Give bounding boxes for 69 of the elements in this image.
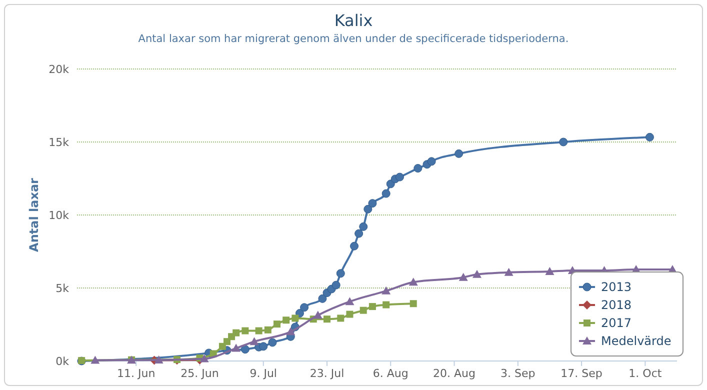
point	[408, 278, 418, 286]
point	[200, 354, 209, 362]
point	[395, 172, 404, 182]
point	[414, 164, 422, 173]
point	[286, 327, 296, 336]
x-tick-label: 6. Aug	[372, 367, 408, 380]
chart-subtitle: Antal laxar som har migrerat genom älven under de specificerade tidsperioderna.	[138, 33, 569, 45]
point	[346, 310, 354, 318]
y-tick-label: 10k	[48, 209, 70, 222]
legend-label: 2018	[601, 298, 632, 312]
point	[386, 180, 395, 188]
point	[345, 297, 354, 306]
point	[458, 272, 468, 281]
y-axis-title: Antal laxar	[27, 178, 41, 252]
legend-label: 2017	[601, 316, 632, 330]
point	[332, 280, 340, 290]
x-tick-label: 1. Oct	[628, 367, 662, 380]
point	[364, 204, 372, 214]
point	[382, 286, 391, 294]
point	[154, 355, 164, 364]
x-tick-label: 20. Aug	[433, 367, 476, 380]
point	[410, 300, 417, 308]
point	[368, 199, 377, 208]
point	[545, 267, 554, 275]
point	[240, 345, 250, 354]
point	[90, 356, 100, 364]
point	[427, 157, 436, 166]
chart-title: Kalix	[334, 11, 373, 30]
x-tick-label: 25. Jun	[180, 367, 219, 380]
x-tick-label: 9. Jul	[250, 367, 277, 380]
point	[504, 268, 514, 276]
point	[454, 149, 464, 158]
point	[259, 342, 268, 351]
x-tick-label: 17. Sep	[560, 367, 602, 380]
point	[232, 344, 241, 352]
point	[282, 316, 290, 324]
point	[359, 222, 368, 231]
point	[645, 132, 654, 142]
x-tick-label: 11. Jun	[116, 367, 156, 380]
y-tick-label: 20k	[48, 63, 70, 76]
point	[242, 327, 249, 334]
x-tick-label: 23. Jul	[310, 367, 344, 380]
point	[559, 138, 568, 146]
point	[292, 314, 299, 322]
point	[324, 316, 330, 323]
x-tick-label: 3. Sep	[500, 367, 536, 380]
point	[360, 306, 367, 314]
point	[268, 338, 277, 347]
point	[368, 303, 376, 310]
point	[354, 229, 364, 238]
legend-label: 2013	[601, 280, 632, 294]
point	[336, 269, 345, 278]
point	[382, 189, 390, 198]
point	[318, 294, 327, 303]
point	[350, 242, 359, 250]
y-tick-label: 15k	[48, 136, 70, 149]
point	[274, 320, 280, 328]
point	[313, 310, 322, 319]
point	[300, 303, 309, 312]
point	[250, 337, 259, 346]
point	[264, 326, 272, 334]
point	[382, 301, 390, 308]
legend-label: Medelvärde	[601, 334, 672, 348]
point	[255, 327, 262, 334]
point	[232, 329, 240, 336]
y-tick-label: 5k	[56, 282, 70, 295]
point	[337, 314, 344, 322]
point	[472, 270, 482, 278]
y-tick-label: 0k	[56, 355, 70, 368]
